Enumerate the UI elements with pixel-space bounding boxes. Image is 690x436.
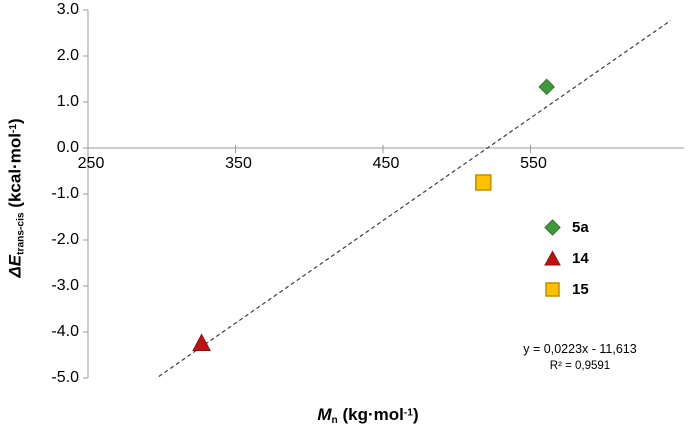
trendline [158, 20, 671, 378]
x-axis-label: Mn (kg·mol-1) [88, 405, 648, 426]
x-tick-label: 350 [225, 155, 252, 172]
y-tick-label: -4.0 [51, 323, 79, 340]
data-point-14 [192, 333, 211, 351]
y-axis-symbol: ΔE [5, 254, 25, 278]
legend-item-15: 15 [544, 274, 589, 305]
data-point-5a [538, 78, 555, 96]
y-tick-label: -3.0 [51, 277, 79, 294]
trendline-equation: y = 0,0223x - 11,613 [523, 342, 637, 356]
y-axis-subscript: trans-cis [15, 212, 27, 255]
legend-label: 14 [572, 250, 589, 267]
y-tick-label: -1.0 [51, 185, 79, 202]
diamond-icon [544, 219, 561, 236]
y-tick-label: 0.0 [56, 139, 79, 156]
y-axis-label: ΔEtrans-cis (kcal·mol-1) [6, 118, 27, 277]
y-axis-unit-close: ) [5, 118, 25, 125]
trendline-annotation: y = 0,0223x - 11,613 R² = 0,9591 [492, 340, 668, 374]
y-tick-label: -5.0 [51, 369, 79, 386]
x-tick-label: 450 [372, 155, 400, 172]
x-axis-unit: (kg·mol [337, 405, 404, 424]
x-axis-symbol: M [317, 405, 332, 424]
y-axis-unit: (kcal·mol [5, 133, 25, 213]
x-tick-label: 250 [77, 155, 105, 172]
x-axis-unit-close: ) [412, 405, 419, 424]
legend-item-14: 14 [544, 243, 589, 274]
y-tick-label: 1.0 [56, 93, 79, 110]
x-tick-label: 550 [520, 155, 547, 172]
y-tick-label: 3.0 [56, 1, 79, 18]
triangle-icon [544, 250, 561, 266]
legend-label: 5a [572, 219, 589, 236]
x-axis-subscript: n [331, 414, 338, 426]
legend-label: 15 [572, 281, 589, 298]
y-axis-exponent: -1 [8, 124, 19, 134]
data-point-15 [475, 174, 492, 191]
y-tick-label: -2.0 [51, 231, 79, 248]
square-icon [545, 282, 560, 297]
legend-item-5a: 5a [544, 212, 589, 243]
legend: 5a 14 15 [544, 212, 589, 305]
y-tick-label: 2.0 [56, 47, 79, 64]
trendline-r-squared: R² = 0,9591 [549, 360, 611, 373]
x-axis-exponent: -1 [403, 407, 413, 419]
